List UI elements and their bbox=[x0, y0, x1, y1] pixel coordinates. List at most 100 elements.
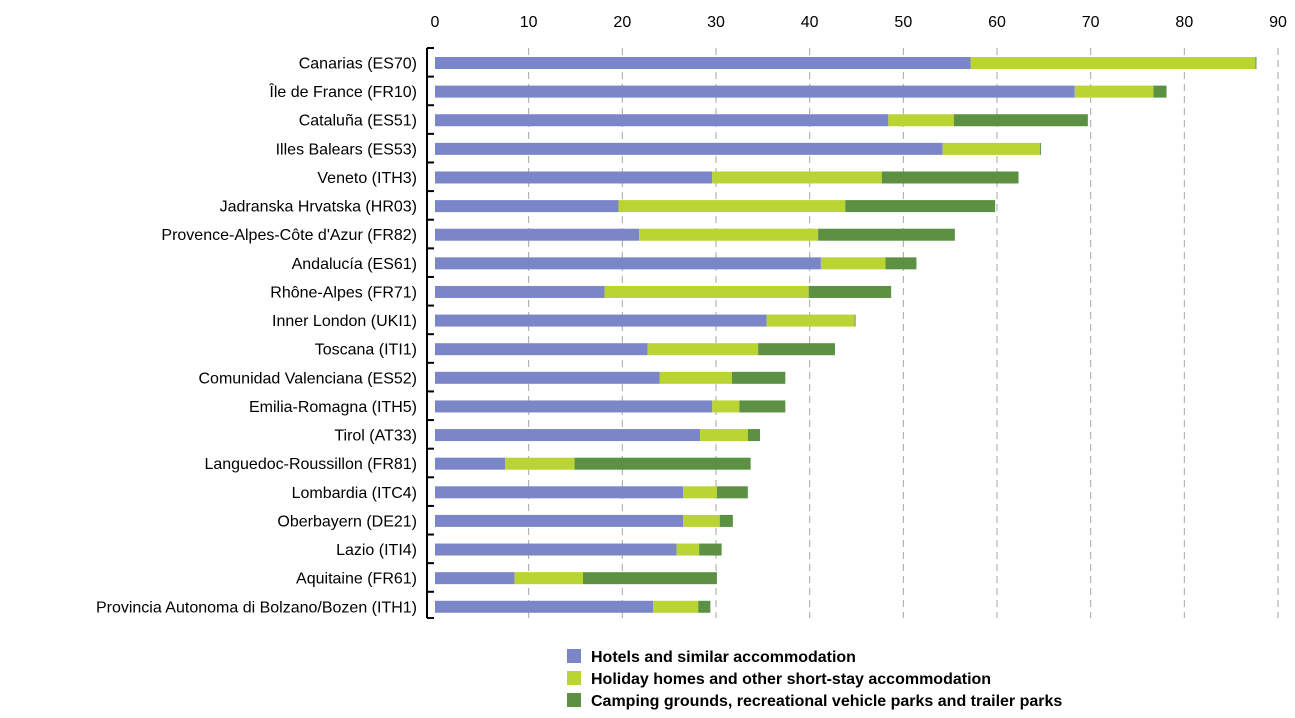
bar-segment-series-3 bbox=[758, 343, 835, 356]
bar-segment-series-3 bbox=[699, 543, 722, 556]
bar-segment-series-2 bbox=[820, 257, 886, 270]
x-tick-label: 30 bbox=[707, 14, 725, 31]
bar-segment-series-1 bbox=[435, 200, 619, 213]
category-label: Veneto (ITH3) bbox=[317, 170, 417, 187]
legend-swatch bbox=[567, 693, 581, 707]
bar-segment-series-2 bbox=[942, 142, 1041, 155]
category-label: Provincia Autonoma di Bolzano/Bozen (ITH… bbox=[96, 599, 417, 616]
bar-segment-series-2 bbox=[700, 429, 748, 442]
bar-segment-series-2 bbox=[888, 114, 954, 127]
bar-segment-series-1 bbox=[435, 171, 713, 184]
bar-segment-series-2 bbox=[514, 572, 583, 585]
bar-segment-series-1 bbox=[435, 85, 1075, 98]
category-label: Provence-Alpes-Côte d'Azur (FR82) bbox=[161, 227, 417, 244]
bar-segment-series-1 bbox=[435, 314, 767, 327]
bar-row bbox=[435, 171, 1019, 184]
x-tick-label: 80 bbox=[1175, 14, 1193, 31]
legend-swatch bbox=[567, 671, 581, 685]
legend: Hotels and similar accommodation Holiday … bbox=[567, 649, 1062, 710]
bar-segment-series-3 bbox=[716, 486, 748, 499]
x-tick-label: 90 bbox=[1269, 14, 1287, 31]
bar-segment-series-1 bbox=[435, 257, 821, 270]
grid-layer bbox=[528, 48, 1279, 618]
bar-row bbox=[435, 429, 761, 442]
bar-segment-series-1 bbox=[435, 371, 660, 384]
category-label: Emilia-Romagna (ITH5) bbox=[249, 399, 417, 416]
bar-segment-series-2 bbox=[1074, 85, 1154, 98]
legend-item: Camping grounds, recreational vehicle pa… bbox=[567, 693, 1062, 710]
legend-item: Hotels and similar accommodation bbox=[567, 649, 856, 666]
category-label: Lazio (ITI4) bbox=[336, 542, 417, 559]
bar-segment-series-2 bbox=[683, 514, 720, 527]
bar-segment-series-3 bbox=[885, 257, 917, 270]
bar-segment-series-3 bbox=[747, 429, 761, 442]
category-label: Inner London (UKI1) bbox=[272, 313, 417, 330]
category-label: Illes Balears (ES53) bbox=[276, 141, 417, 158]
bar-segment-series-2 bbox=[604, 285, 809, 298]
bar-row bbox=[435, 57, 1257, 69]
bar-segment-series-2 bbox=[659, 371, 732, 384]
category-labels: Canarias (ES70) Île de France (FR10) Catal… bbox=[96, 56, 417, 617]
x-tick-label: 50 bbox=[894, 14, 912, 31]
bar-segment-series-2 bbox=[676, 543, 700, 556]
bar-segment-series-1 bbox=[435, 400, 713, 413]
bar-segment-series-3 bbox=[574, 457, 751, 470]
bar-segment-series-3 bbox=[1153, 85, 1167, 98]
y-axis bbox=[426, 47, 434, 619]
bar-segment-series-1 bbox=[435, 486, 684, 499]
category-label: Canarias (ES70) bbox=[299, 56, 417, 73]
category-label: Aquitaine (FR61) bbox=[296, 571, 417, 588]
bar-segment-series-1 bbox=[435, 228, 640, 241]
category-label: Comunidad Valenciana (ES52) bbox=[199, 370, 418, 387]
bar-segment-series-1 bbox=[435, 57, 971, 69]
bar-row bbox=[435, 228, 955, 241]
x-tick-label: 40 bbox=[801, 14, 819, 31]
bar-segment-series-1 bbox=[435, 142, 943, 155]
category-label: Lombardia (ITC4) bbox=[292, 485, 417, 502]
category-label: Andalucía (ES61) bbox=[292, 256, 417, 273]
category-label: Rhône-Alpes (FR71) bbox=[270, 284, 417, 301]
bar-segment-series-3 bbox=[739, 400, 786, 413]
bar-segment-series-1 bbox=[435, 600, 654, 613]
bar-segment-series-1 bbox=[435, 285, 605, 298]
bar-segment-series-3 bbox=[953, 114, 1088, 127]
bar-segment-series-3 bbox=[881, 171, 1019, 184]
bar-row bbox=[435, 200, 996, 213]
bar-segment-series-1 bbox=[435, 457, 506, 470]
bar-row bbox=[435, 314, 856, 327]
category-label: Tirol (AT33) bbox=[334, 428, 417, 445]
x-tick-label: 10 bbox=[520, 14, 538, 31]
bar-segment-series-3 bbox=[1040, 142, 1042, 155]
legend-swatch bbox=[567, 649, 581, 663]
bar-segment-series-1 bbox=[435, 514, 684, 527]
bar-segment-series-3 bbox=[698, 600, 711, 613]
legend-item: Holiday homes and other short-stay accom… bbox=[567, 671, 991, 688]
bar-row bbox=[435, 457, 751, 470]
bar-segment-series-2 bbox=[505, 457, 575, 470]
bar-row bbox=[435, 400, 786, 413]
bar-segment-series-1 bbox=[435, 429, 701, 442]
bar-segment-series-3 bbox=[731, 371, 786, 384]
bar-row bbox=[435, 257, 917, 270]
bar-row bbox=[435, 114, 1088, 127]
bar-segment-series-2 bbox=[653, 600, 699, 613]
bar-segment-series-1 bbox=[435, 114, 889, 127]
x-tick-label: 20 bbox=[613, 14, 631, 31]
legend-label: Hotels and similar accommodation bbox=[591, 649, 856, 666]
bar-segment-series-3 bbox=[818, 228, 955, 241]
category-label: Languedoc-Roussillon (FR81) bbox=[204, 456, 417, 473]
bar-segment-series-2 bbox=[712, 400, 740, 413]
bar-row bbox=[435, 285, 892, 298]
bar-segment-series-2 bbox=[618, 200, 846, 213]
bar-segment-series-3 bbox=[582, 572, 717, 585]
bar-segment-series-3 bbox=[1255, 57, 1257, 69]
bar-segment-series-1 bbox=[435, 543, 677, 556]
x-axis-ticks: 0 10 20 30 40 50 60 70 80 90 bbox=[431, 14, 1287, 31]
bar-row bbox=[435, 572, 717, 585]
bar-row bbox=[435, 543, 722, 556]
legend-label: Camping grounds, recreational vehicle pa… bbox=[591, 693, 1062, 710]
bar-row bbox=[435, 371, 786, 384]
x-tick-label: 60 bbox=[988, 14, 1006, 31]
